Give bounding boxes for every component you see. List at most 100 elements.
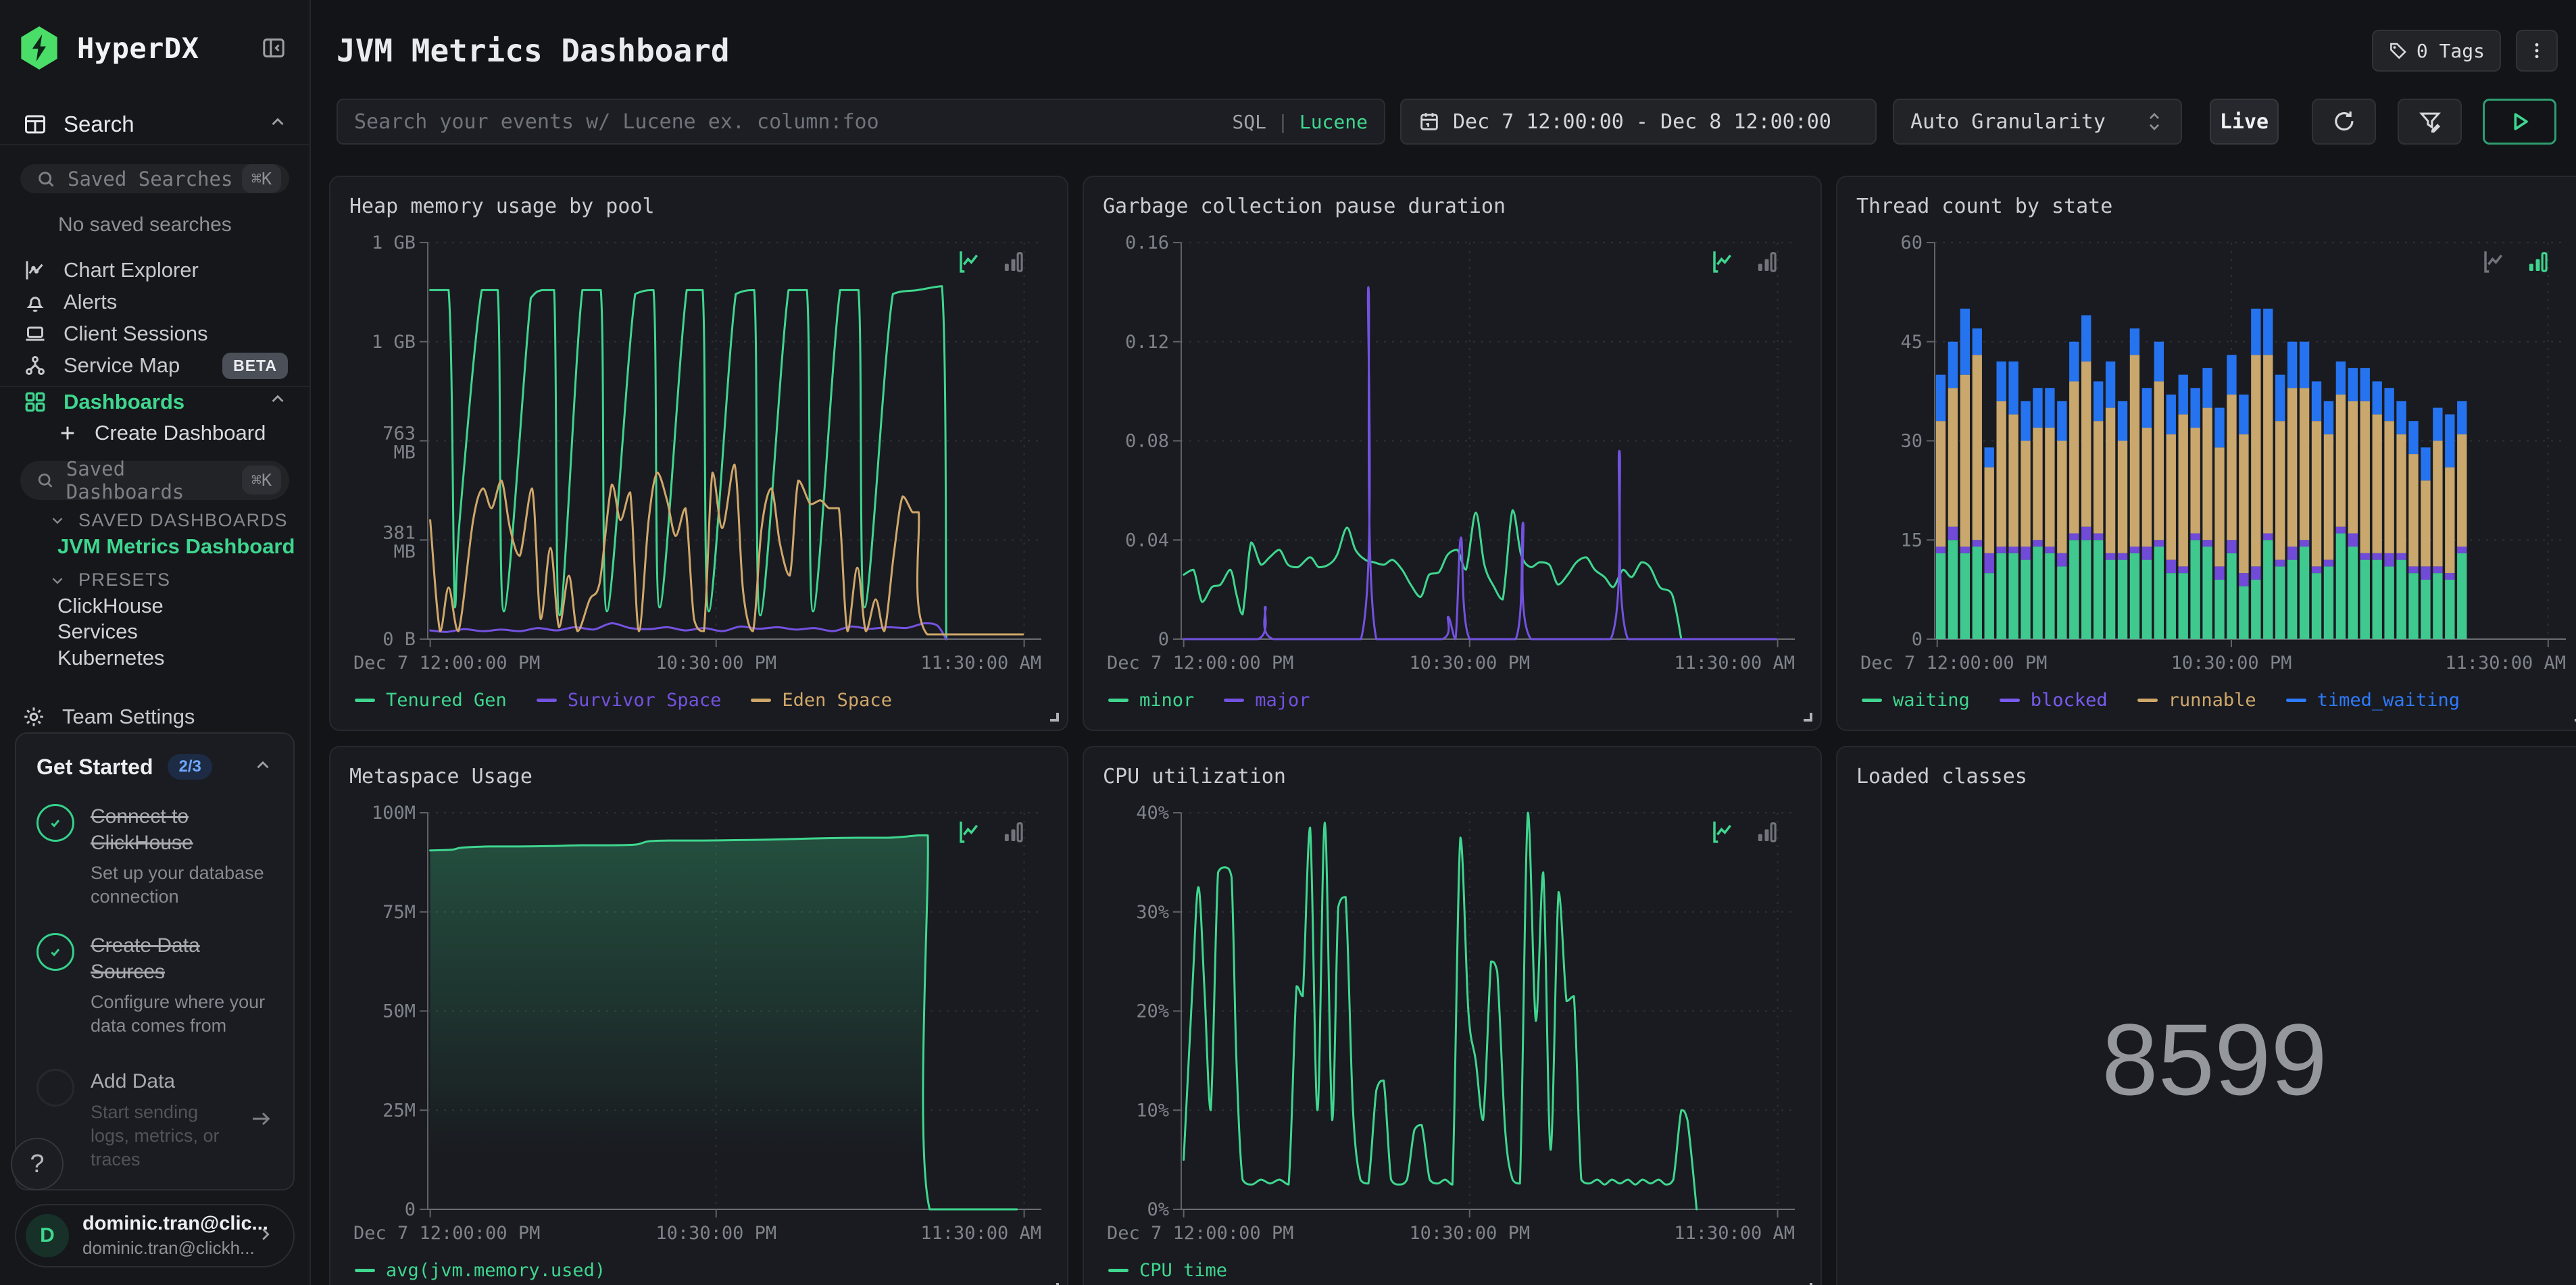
dashboards-icon bbox=[25, 392, 45, 412]
svg-text:Dec 7 12:00:00 PM: Dec 7 12:00:00 PM bbox=[1860, 653, 2047, 674]
create-dashboard-button[interactable]: Create Dashboard bbox=[0, 418, 309, 449]
run-query-button[interactable] bbox=[2483, 99, 2556, 145]
get-started-item-sources[interactable]: Create Data Sources Configure where your… bbox=[36, 933, 273, 1038]
legend-item[interactable]: CPU time bbox=[1108, 1260, 1227, 1281]
collapse-sidebar-icon bbox=[263, 39, 284, 57]
svg-text:11:30:00 AM: 11:30:00 AM bbox=[1674, 1223, 1795, 1244]
resize-handle[interactable] bbox=[1050, 1283, 1059, 1285]
line-chart-toggle-icon bbox=[960, 822, 979, 843]
chart-type-toggle[interactable] bbox=[1710, 817, 1781, 846]
legend-item[interactable]: blocked bbox=[1999, 690, 2108, 711]
chart-title: Heap memory usage by pool bbox=[349, 195, 655, 218]
get-started-item-add-data[interactable]: Add Data Start sending logs, metrics, or… bbox=[36, 1069, 273, 1171]
chart-plot[interactable]: 0.16 0.12 0.08 0.04 0 Dec 7 12:00:00 PM 10:30:… bbox=[1103, 225, 1802, 680]
tags-button[interactable]: 0 Tags bbox=[2371, 30, 2501, 72]
saved-searches-input[interactable]: Saved Searches ⌘K bbox=[20, 164, 289, 194]
task-desc: Start sending logs, metrics, or traces bbox=[91, 1101, 220, 1169]
lang-sql-toggle[interactable]: SQL bbox=[1232, 110, 1266, 133]
resize-handle[interactable] bbox=[1804, 713, 1812, 722]
legend-item[interactable]: minor bbox=[1108, 690, 1194, 711]
legend-swatch bbox=[1108, 1269, 1129, 1272]
sidebar: HyperDX Search Saved Searches ⌘K No save… bbox=[0, 0, 311, 1285]
bar-chart-toggle-icon bbox=[1758, 252, 1777, 272]
chart-plot[interactable]: 40% 30% 20% 10% 0% Dec 7 12:00:00 PM 10:30:00 … bbox=[1103, 795, 1802, 1251]
svg-text:10:30:00 PM: 10:30:00 PM bbox=[2171, 653, 2292, 674]
legend-item[interactable]: major bbox=[1224, 690, 1310, 711]
chart-type-toggle[interactable] bbox=[956, 817, 1028, 846]
chevron-up-icon[interactable] bbox=[253, 755, 273, 779]
brand-row: HyperDX bbox=[0, 0, 309, 95]
help-label: ? bbox=[30, 1149, 45, 1178]
event-search-input[interactable]: Search your events w/ Lucene ex. column:… bbox=[337, 99, 1385, 145]
legend-swatch bbox=[355, 699, 375, 702]
chart-title: Metaspace Usage bbox=[349, 765, 532, 788]
sidebar-item-jvm-metrics-dashboard[interactable]: JVM Metrics Dashboard bbox=[0, 533, 309, 559]
chart-title: Loaded classes bbox=[1856, 765, 2027, 788]
refresh-button[interactable] bbox=[2312, 99, 2376, 145]
get-started-item-connect[interactable]: Connect to ClickHouse Set up your databa… bbox=[36, 804, 273, 909]
granularity-value: Auto Granularity bbox=[1910, 109, 2106, 134]
svg-text:20%: 20% bbox=[1136, 1001, 1169, 1022]
panel-garbage-collection-pause-duration[interactable]: Garbage collection pause duration 0.16 0.1… bbox=[1083, 176, 1822, 731]
saved-dashboards-input[interactable]: Saved Dashboards ⌘K bbox=[20, 457, 289, 503]
resize-handle[interactable] bbox=[1050, 713, 1059, 722]
presets-section[interactable]: PRESETS bbox=[0, 568, 309, 593]
chart-type-toggle[interactable] bbox=[1710, 247, 1781, 276]
legend-item[interactable]: timed_waiting bbox=[2285, 690, 2460, 711]
legend-item[interactable]: avg(jvm.memory.used) bbox=[355, 1260, 605, 1281]
granularity-select[interactable]: Auto Granularity bbox=[1893, 99, 2182, 145]
chevron-up-icon[interactable] bbox=[268, 112, 288, 136]
sidebar-item-alerts[interactable]: Alerts bbox=[0, 286, 309, 318]
legend-item[interactable]: Tenured Gen bbox=[355, 690, 507, 711]
sidebar-item-kubernetes[interactable]: Kubernetes bbox=[0, 645, 309, 672]
beta-badge: BETA bbox=[222, 352, 288, 379]
saved-dashboards-section[interactable]: SAVED DASHBOARDS bbox=[0, 508, 309, 533]
sidebar-item-search[interactable]: Search bbox=[0, 104, 309, 146]
resize-handle[interactable] bbox=[2575, 713, 2576, 722]
check-circle-icon bbox=[36, 804, 74, 842]
chart-legend: Tenured Gen Survivor Space Eden Space bbox=[349, 680, 1048, 720]
panel-thread-count-by-state[interactable]: Thread count by state 60 45 30 15 0 Dec 7 12:0… bbox=[1836, 176, 2576, 731]
sidebar-collapse-button[interactable] bbox=[258, 32, 289, 64]
panel-loaded-classes[interactable]: Loaded classes 8599 bbox=[1836, 746, 2576, 1285]
svg-text:11:30:00 AM: 11:30:00 AM bbox=[920, 653, 1041, 674]
chevron-up-icon[interactable] bbox=[268, 389, 288, 415]
svg-text:Dec 7 12:00:00 PM: Dec 7 12:00:00 PM bbox=[353, 653, 540, 674]
task-title: Connect to ClickHouse bbox=[91, 805, 193, 854]
panel-heap-memory-usage-by-pool[interactable]: Heap memory usage by pool 1 GB 1 GB 763 MB 38… bbox=[329, 176, 1068, 731]
lang-lucene-toggle[interactable]: Lucene bbox=[1299, 110, 1368, 133]
legend-item[interactable]: waiting bbox=[1862, 690, 1970, 711]
task-title: Create Data Sources bbox=[91, 934, 200, 983]
user-menu[interactable]: D dominic.tran@clic... dominic.tran@clic… bbox=[15, 1204, 295, 1267]
legend-item[interactable]: runnable bbox=[2137, 690, 2256, 711]
chart-plot[interactable]: 1 GB 1 GB 763 MB 381 MB 0 B Dec 7 12:00:00 PM 10… bbox=[349, 225, 1048, 680]
metric-value: 8599 bbox=[2102, 1003, 2327, 1116]
panel-metaspace-usage[interactable]: Metaspace Usage 100M 75M 50M 25M 0 Dec 7 12:00… bbox=[329, 746, 1068, 1285]
search-table-icon bbox=[25, 115, 45, 134]
sidebar-item-team-settings[interactable]: Team Settings bbox=[0, 701, 309, 732]
legend-item[interactable]: Eden Space bbox=[751, 690, 892, 711]
sidebar-item-chart-explorer[interactable]: Chart Explorer bbox=[0, 254, 309, 286]
chart-type-toggle[interactable] bbox=[2481, 247, 2552, 276]
chart-plot[interactable]: 100M 75M 50M 25M 0 Dec 7 12:00:00 PM 10:30:00 … bbox=[349, 795, 1048, 1251]
sidebar-item-services[interactable]: Services bbox=[0, 619, 309, 645]
dashboard-menu-button[interactable] bbox=[2516, 30, 2558, 72]
svg-text:381: 381 bbox=[382, 522, 416, 543]
sidebar-item-service-map[interactable]: Service Map BETA bbox=[0, 350, 309, 382]
preset-label: Kubernetes bbox=[57, 646, 165, 670]
chart-type-toggle[interactable] bbox=[956, 247, 1028, 276]
date-range-picker[interactable]: Dec 7 12:00:00 - Dec 8 12:00:00 bbox=[1400, 99, 1877, 145]
sidebar-item-client-sessions[interactable]: Client Sessions bbox=[0, 318, 309, 350]
sidebar-item-dashboards[interactable]: Dashboards bbox=[0, 385, 309, 418]
panel-cpu-utilization[interactable]: CPU utilization 40% 30% 20% 10% 0% Dec 7 12:00… bbox=[1083, 746, 1822, 1285]
resize-handle[interactable] bbox=[1804, 1283, 1812, 1285]
live-button[interactable]: Live bbox=[2210, 99, 2279, 145]
section-label: SAVED DASHBOARDS bbox=[78, 509, 289, 530]
sidebar-item-clickhouse[interactable]: ClickHouse bbox=[0, 593, 309, 619]
lang-separator: | bbox=[1277, 110, 1289, 133]
shortcut-badge: ⌘K bbox=[241, 465, 281, 495]
legend-item[interactable]: Survivor Space bbox=[536, 690, 721, 711]
filter-edit-button[interactable] bbox=[2398, 99, 2462, 145]
help-button[interactable]: ? bbox=[11, 1138, 64, 1190]
chart-plot[interactable]: 60 45 30 15 0 Dec 7 12:00:00 PM 10:30:00 PM 11:… bbox=[1856, 225, 2573, 680]
